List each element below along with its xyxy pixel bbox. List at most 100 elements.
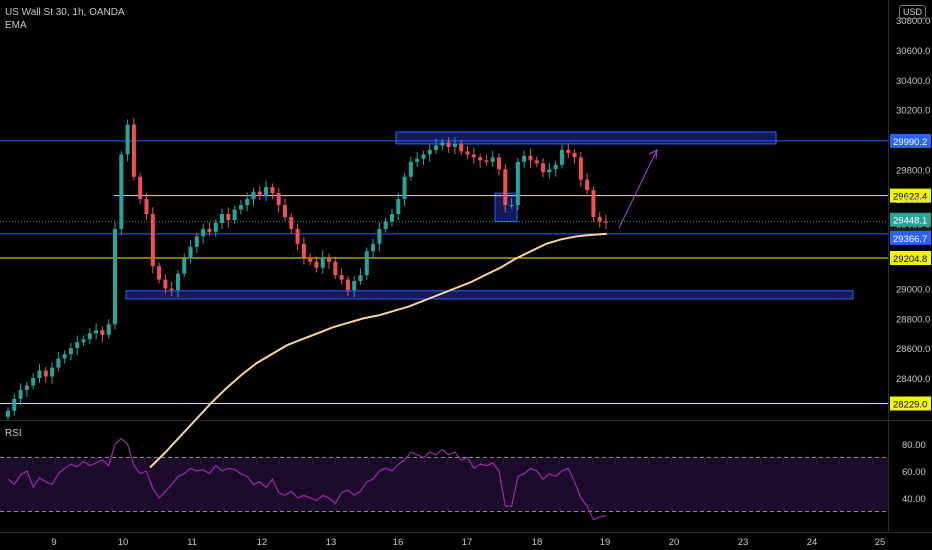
- candle-body: [31, 378, 36, 386]
- candle-body: [604, 221, 608, 223]
- candle-body: [402, 176, 407, 200]
- candle-body: [264, 187, 269, 197]
- candle-body: [245, 199, 250, 206]
- candle-body: [415, 158, 420, 162]
- candle-body: [131, 124, 136, 177]
- candle-body: [389, 214, 394, 222]
- currency-badge[interactable]: USD: [898, 5, 926, 19]
- candle-body: [434, 145, 439, 150]
- price-marker-1: [890, 212, 931, 227]
- price-tick-label: 28800.0: [896, 314, 930, 325]
- candle-body: [56, 358, 61, 368]
- candle-body: [541, 163, 546, 173]
- candle-body: [12, 398, 17, 411]
- candle-body: [465, 151, 470, 155]
- level-label-1: 29990.2: [893, 137, 927, 148]
- candle-body: [75, 342, 80, 349]
- candle-body: [50, 367, 55, 377]
- candle-body: [327, 257, 332, 262]
- candle-body: [408, 161, 413, 177]
- candle-body: [226, 214, 231, 220]
- candle-body: [138, 176, 143, 200]
- candle-body: [496, 157, 501, 170]
- candle-body: [371, 243, 376, 252]
- ema-line: [149, 232, 608, 469]
- chart-header: US Wall St 30, 1h, OANDA EMA: [5, 6, 125, 32]
- candle-body: [522, 155, 527, 162]
- candle-body: [534, 160, 539, 164]
- price-marker-label-3: 29366.7: [893, 234, 927, 245]
- candle-body: [6, 410, 10, 417]
- price-tick-label: 28600.0: [896, 344, 930, 355]
- candle-body: [81, 339, 86, 343]
- level-tag-4: [890, 396, 931, 411]
- candle-body: [547, 169, 552, 173]
- time-tick-label: 24: [807, 537, 818, 548]
- candle-body: [515, 161, 520, 206]
- time-tick-label: 13: [326, 537, 337, 548]
- candle-body: [62, 354, 67, 359]
- time-tick-label: 23: [738, 537, 749, 548]
- candle-body: [119, 154, 124, 229]
- candle-body: [352, 281, 357, 291]
- candle-body: [478, 157, 483, 161]
- candle-body: [188, 246, 193, 259]
- level-label-2: 29623.4: [893, 192, 927, 203]
- candle-body: [238, 205, 243, 210]
- candle-body: [572, 152, 577, 158]
- level-label-3: 29204.8: [893, 254, 927, 265]
- projection-arrow: [618, 149, 658, 229]
- candle-body: [314, 261, 319, 268]
- candle-body: [553, 164, 558, 170]
- candle-body: [578, 157, 583, 180]
- zone-resistance: [395, 131, 777, 145]
- level-tag-3: [890, 251, 931, 266]
- candle-body: [345, 279, 350, 291]
- candle-body: [471, 154, 476, 158]
- time-tick-label: 25: [875, 537, 886, 548]
- candle-body: [68, 348, 73, 355]
- candle-body: [377, 228, 382, 244]
- main-pane: [0, 0, 888, 420]
- ema-indicator-label[interactable]: EMA: [5, 20, 27, 31]
- candle-body: [597, 216, 602, 222]
- candle-body: [364, 251, 369, 276]
- candle-body: [383, 221, 388, 229]
- rsi-band-fill: [0, 457, 888, 512]
- candle-body: [559, 149, 564, 165]
- candle-body: [251, 191, 256, 200]
- level-tag-2: [890, 188, 931, 203]
- candle-body: [163, 279, 168, 289]
- price-marker-3: [890, 230, 931, 245]
- candle-body: [276, 193, 281, 206]
- candle-body: [320, 257, 325, 268]
- candle-body: [566, 149, 571, 153]
- price-tick-label: 30400.0: [896, 76, 930, 87]
- candle-body: [585, 179, 590, 191]
- candle-body: [150, 214, 155, 267]
- time-tick-label: 16: [393, 537, 404, 548]
- price-tick-label: 29000.0: [896, 285, 930, 296]
- candle-body: [282, 205, 287, 217]
- candle-body: [100, 330, 105, 335]
- candle-body: [24, 385, 29, 390]
- time-tick-label: 17: [462, 537, 473, 548]
- rsi-line: [7, 437, 607, 521]
- rsi-tick-label: 80.00: [902, 440, 926, 451]
- time-tick-label: 9: [51, 537, 56, 548]
- rsi-tick-label: 60.00: [902, 467, 926, 478]
- level-label-4: 28229.0: [893, 399, 927, 410]
- candle-body: [125, 124, 130, 155]
- rsi-panel-title[interactable]: RSI: [5, 428, 22, 439]
- candle-body: [591, 190, 596, 217]
- candle-body: [37, 370, 42, 378]
- candle-body: [169, 288, 174, 291]
- price-tick-label: 30200.0: [896, 106, 930, 117]
- candle-body: [213, 222, 218, 232]
- price-marker-label-1: 29448.1: [893, 216, 927, 227]
- candle-body: [220, 214, 225, 223]
- time-tick-label: 18: [532, 537, 543, 548]
- symbol-label: US Wall St 30, 1h, OANDA: [5, 7, 125, 18]
- candle-body: [175, 273, 180, 291]
